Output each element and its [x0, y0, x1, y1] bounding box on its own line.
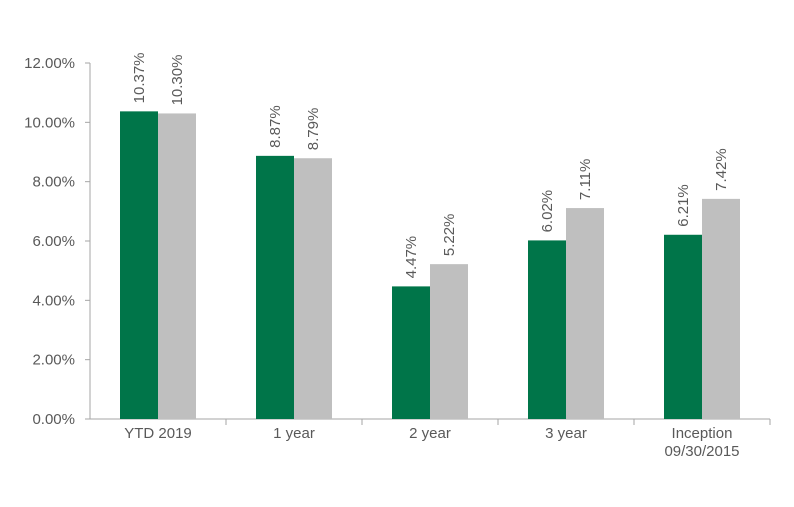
- x-tick-label: 2 year: [409, 425, 451, 442]
- data-label: 10.37%: [131, 52, 148, 103]
- x-tick-label: 09/30/2015: [664, 443, 739, 460]
- y-tick-label: 10.00%: [24, 114, 75, 131]
- bar: [392, 286, 430, 419]
- y-tick-label: 6.00%: [32, 233, 75, 250]
- bar: [528, 240, 566, 419]
- x-tick-label: 3 year: [545, 425, 587, 442]
- data-labels: 10.37% 10.30% 8.87% 8.79% 4.47% 5.22% 6.02% 7.1…: [131, 52, 730, 278]
- bar: [256, 155, 294, 419]
- bar: [120, 111, 158, 420]
- y-tick-label: 8.00%: [32, 174, 75, 191]
- data-label: 7.11%: [577, 159, 594, 200]
- bar: [702, 198, 740, 419]
- data-label: 10.30%: [169, 55, 186, 106]
- bar: [664, 234, 702, 419]
- y-tick-label: 0.00%: [32, 411, 75, 428]
- data-label: 4.47%: [403, 236, 420, 279]
- y-tick-label: 2.00%: [32, 352, 75, 369]
- bar: [294, 158, 332, 420]
- bar: [566, 208, 604, 419]
- data-label: 7.42%: [713, 148, 730, 191]
- x-tick-label: YTD 2019: [124, 425, 192, 442]
- x-tick-label: Inception: [672, 425, 733, 442]
- y-axis-ticks: 0.00% 2.00% 4.00% 6.00% 8.00% 10.00% 12.00%: [24, 55, 90, 428]
- bar: [158, 113, 196, 419]
- bars: [120, 111, 740, 420]
- x-tick-label: 1 year: [273, 425, 315, 442]
- y-tick-label: 12.00%: [24, 55, 75, 72]
- y-tick-label: 4.00%: [32, 292, 75, 309]
- data-label: 8.87%: [267, 105, 284, 148]
- data-label: 6.02%: [539, 190, 556, 233]
- data-label: 5.22%: [441, 214, 458, 257]
- data-label: 8.79%: [305, 108, 322, 151]
- data-label: 6.21%: [675, 184, 692, 227]
- x-axis-ticks: YTD 2019 1 year 2 year 3 year Inception09/30…: [124, 425, 739, 460]
- bar: [430, 264, 468, 419]
